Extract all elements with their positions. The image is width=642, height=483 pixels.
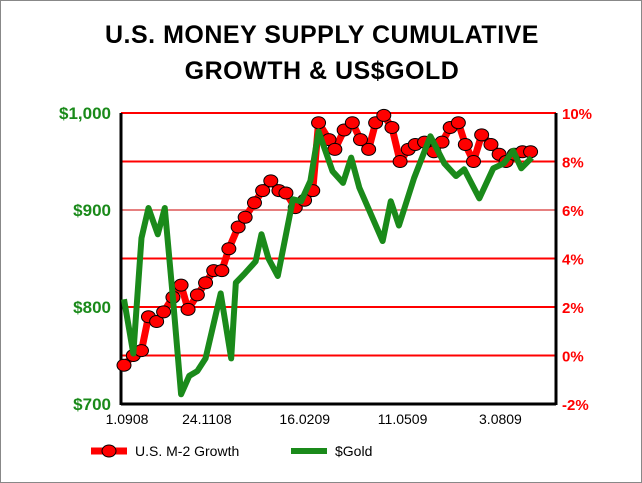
m2-growth-point [263,174,279,188]
left-axis-tick-label: $1,000 [59,104,111,123]
right-axis-tick-label: 10% [562,106,592,123]
legend-m2-label: U.S. M-2 Growth [135,443,239,459]
x-axis-tick-label: 16.0209 [279,411,330,427]
right-axis-tick-label: 8% [562,155,584,172]
m2-growth-point [344,116,360,130]
m2-growth-point [180,302,196,316]
chart-title-line-2: GROWTH & US$GOLD [184,57,460,85]
m2-growth-point [237,210,253,224]
left-axis-tick-label: $700 [73,395,111,414]
gold-price-line [121,128,534,398]
x-axis-tick-label: 11.0509 [378,411,428,427]
m2-growth-point [466,155,481,168]
legend-gold-label: $Gold [335,443,372,459]
m2-growth-point [246,196,262,210]
m2-growth-point [327,142,343,156]
m2-growth-point [230,220,246,234]
x-axis-tick-label: 24.1108 [182,411,232,427]
right-axis-tick-label: 0% [562,349,584,366]
x-axis-tick-label: 3.0809 [479,411,522,427]
m2-growth-point [214,264,230,278]
right-axis-tick-label: 4% [562,252,584,269]
right-axis-tick-label: 2% [562,300,584,317]
m2-growth-point [523,145,539,159]
m2-growth-point [173,278,189,292]
m2-growth-point [156,305,172,319]
right-axis-tick-label: -2% [562,397,589,414]
right-axis-tick-label: 6% [562,203,584,220]
m2-growth-point [457,138,473,152]
m2-growth-point [384,121,400,135]
chart-title-line-1: U.S. MONEY SUPPLY CUMULATIVE [105,21,539,49]
m2-growth-point [198,276,214,290]
m2-growth-point [352,133,368,147]
legend-m2-marker [101,444,117,458]
m2-growth-point [392,155,408,168]
x-axis-tick-label: 1.0908 [106,411,149,427]
m2-growth-point [221,242,237,256]
m2-growth-point [116,358,132,372]
m2-growth-point [361,142,377,156]
m2-growth-point [255,184,271,198]
m2-growth-point [474,128,490,142]
m2-growth-point [278,186,294,200]
m2-growth-point [311,116,327,130]
m2-growth-point [483,138,499,152]
m2-growth-point [149,315,165,329]
left-axis-tick-label: $900 [73,201,111,220]
m2-growth-point [376,108,392,122]
m2-growth-point [189,288,205,302]
left-axis-tick-label: $800 [73,298,111,317]
m2-growth-point [450,116,466,130]
